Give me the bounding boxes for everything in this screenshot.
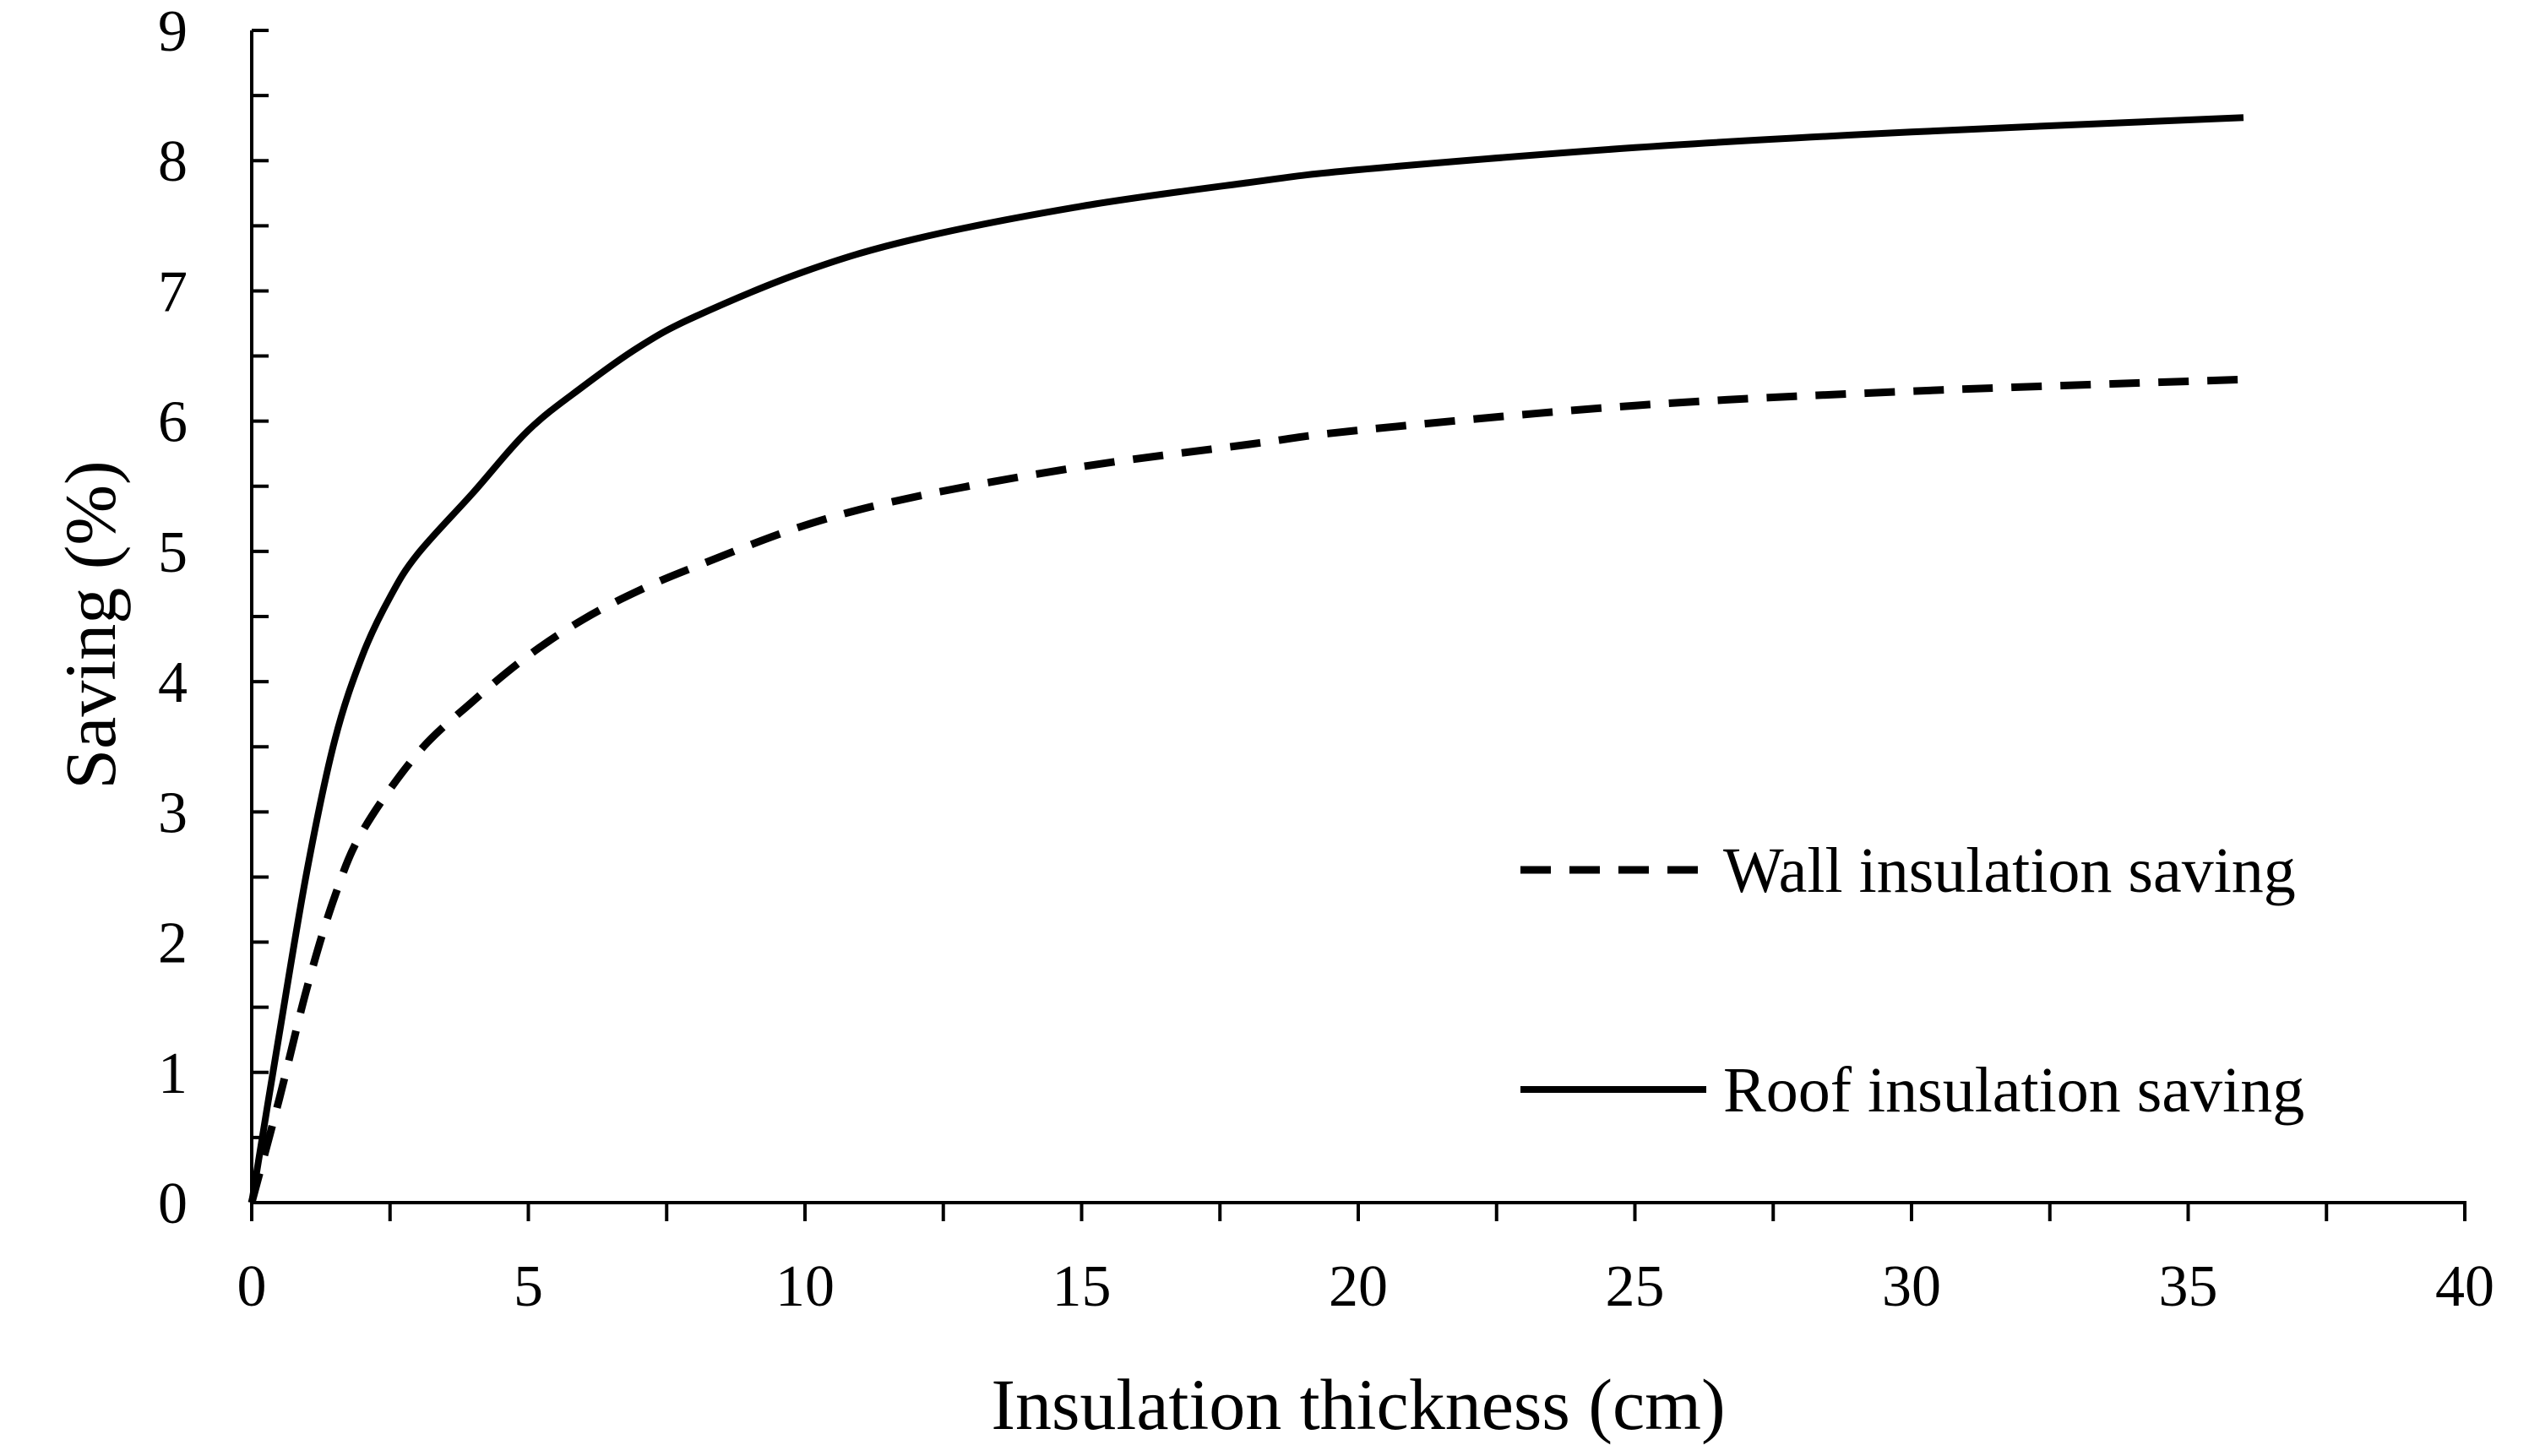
x-tick-label: 35: [2159, 1254, 2218, 1319]
y-axis-ticks: 0 1 2 3 4 5 6 7 8 9: [158, 0, 269, 1236]
legend-label-wall-insulation-saving: Wall insulation saving: [1723, 835, 2296, 906]
legend-label-roof-insulation-saving: Roof insulation saving: [1723, 1055, 2304, 1126]
x-tick-label: 30: [1882, 1254, 1941, 1319]
y-tick-label: 6: [158, 390, 188, 455]
y-tick-label: 9: [158, 0, 188, 64]
x-tick-label: 40: [2435, 1254, 2494, 1319]
y-axis-title: Saving (%): [50, 460, 131, 789]
series-line-wall-insulation-saving: [247, 375, 2244, 1204]
legend: Wall insulation saving Roof insulation sa…: [1520, 835, 2304, 1126]
series-line-roof-insulation-saving: [248, 114, 2244, 1203]
y-tick-label: 5: [158, 520, 188, 585]
y-tick-label: 2: [158, 911, 188, 976]
x-axis-title: Insulation thickness (cm): [991, 1364, 1725, 1445]
x-tick-label: 25: [1606, 1254, 1665, 1319]
series-lines: [247, 114, 2244, 1204]
y-tick-label: 4: [158, 650, 188, 715]
y-tick-label: 8: [158, 129, 188, 194]
y-tick-label: 3: [158, 780, 188, 845]
x-tick-label: 0: [237, 1254, 267, 1319]
x-tick-label: 15: [1052, 1254, 1112, 1319]
x-tick-label: 20: [1329, 1254, 1388, 1319]
x-axis-ticks: 0 5 10 15 20 25 30 35 40: [237, 1203, 2494, 1319]
y-tick-label: 7: [158, 259, 188, 324]
y-tick-label: 0: [158, 1171, 188, 1236]
y-tick-label: 1: [158, 1041, 188, 1106]
x-tick-label: 10: [775, 1254, 835, 1319]
x-tick-label: 5: [514, 1254, 543, 1319]
